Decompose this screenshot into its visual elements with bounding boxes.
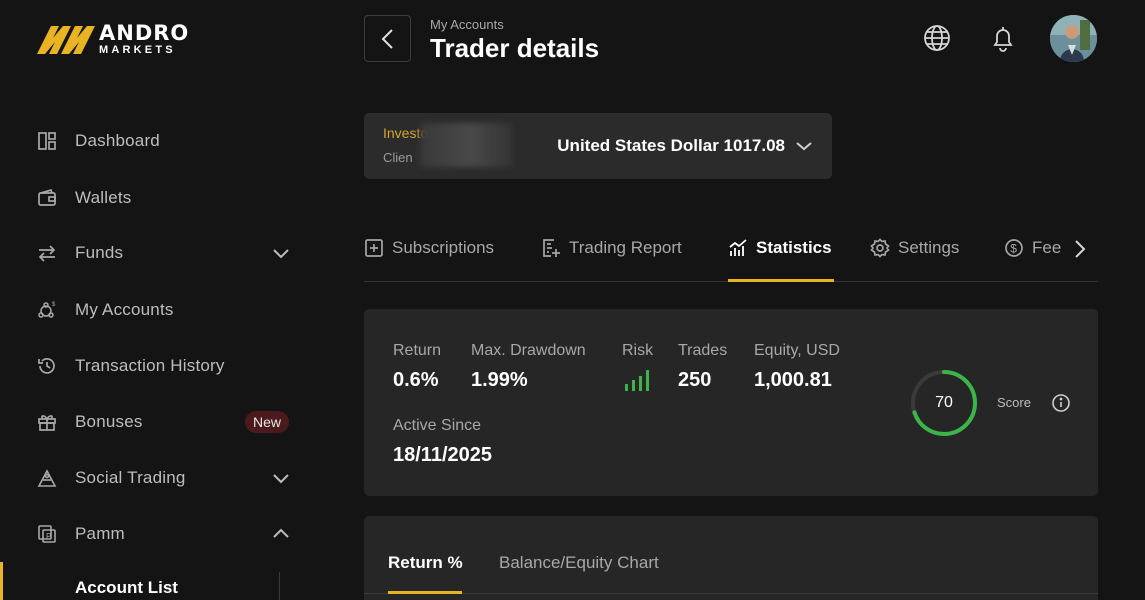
sidebar-item-label: Bonuses — [75, 412, 143, 431]
wallet-icon — [36, 187, 58, 209]
statistics-card: Return 0.6% Max. Drawdown 1.99% Risk Tra… — [364, 309, 1098, 496]
tab-settings[interactable]: Settings — [870, 232, 959, 282]
sidebar-item-label: Social Trading — [75, 468, 186, 487]
notifications-button[interactable] — [988, 23, 1018, 53]
dollar-circle-icon: $ — [1005, 239, 1023, 257]
gift-icon — [36, 411, 58, 433]
tab-trading-report[interactable]: Trading Report — [541, 232, 682, 282]
report-icon — [543, 239, 560, 257]
sidebar-item-bonuses[interactable]: Bonuses New — [36, 407, 296, 437]
account-balance: United States Dollar 1017.08 — [557, 136, 785, 155]
active-chart-tab-indicator — [388, 591, 462, 594]
tab-label: Fee — [1032, 238, 1062, 257]
tab-subscriptions[interactable]: Subscriptions — [364, 232, 494, 282]
account-client-id: Clien — [383, 150, 413, 165]
chart-card: Return % Balance/Equity Chart — [364, 516, 1098, 600]
tab-label: Statistics — [756, 238, 832, 257]
sidebar-item-label: Transaction History — [75, 356, 225, 375]
pamm-icon: P — [36, 523, 58, 545]
accounts-icon: $ — [36, 299, 58, 321]
tab-balance-equity-chart[interactable]: Balance/Equity Chart — [499, 553, 659, 572]
sidebar-item-wallets[interactable]: Wallets — [36, 183, 296, 213]
new-badge: New — [244, 411, 289, 433]
tab-fee[interactable]: $ Fee — [1004, 232, 1061, 282]
bar-chart-icon — [729, 239, 747, 256]
avatar-photo — [1050, 15, 1097, 62]
return-label: Return — [393, 342, 442, 359]
info-icon[interactable] — [1051, 393, 1071, 413]
active-tab-indicator — [728, 279, 834, 282]
sidebar-subitem-account-list[interactable]: Account List — [75, 578, 178, 597]
trades-value: 250 — [678, 369, 712, 391]
bell-icon — [993, 27, 1013, 52]
score-value: 70 — [935, 394, 953, 411]
avatar[interactable] — [1050, 15, 1097, 62]
history-icon — [36, 355, 58, 377]
sidebar: ANDRO MARKETS Dashboard Wallets Funds $ … — [0, 0, 320, 600]
redacted-info — [420, 123, 512, 167]
back-button[interactable] — [364, 15, 411, 62]
sidebar-item-label: Wallets — [75, 188, 132, 207]
brand-logo[interactable]: ANDRO MARKETS — [37, 22, 189, 56]
tab-statistics[interactable]: Statistics — [728, 232, 832, 282]
sidebar-item-funds[interactable]: Funds — [36, 238, 296, 268]
sidebar-item-transaction-history[interactable]: Transaction History — [36, 351, 296, 381]
page-title: Trader details — [430, 33, 600, 63]
sidebar-item-pamm[interactable]: P Pamm — [36, 519, 296, 549]
submenu-divider — [279, 572, 280, 600]
tab-label: Trading Report — [569, 238, 682, 257]
chevron-down-icon — [796, 142, 812, 151]
chevron-down-icon[interactable] — [272, 244, 290, 262]
equity-value: 1,000.81 — [754, 369, 832, 391]
drawdown-label: Max. Drawdown — [471, 342, 586, 359]
globe-icon — [924, 25, 950, 51]
svg-text:$: $ — [1010, 242, 1017, 256]
trades-label: Trades — [678, 342, 728, 359]
sidebar-item-label: Funds — [75, 243, 124, 262]
active-indicator — [0, 562, 3, 600]
back-arrow-icon — [381, 28, 393, 49]
svg-text:$: $ — [52, 302, 56, 308]
tab-return-percent[interactable]: Return % — [388, 553, 463, 572]
language-button[interactable] — [922, 23, 952, 53]
chevron-right-icon[interactable] — [1070, 237, 1090, 261]
risk-level-indicator — [625, 370, 649, 391]
score-label: Score — [997, 395, 1031, 410]
detail-tabs: Subscriptions Trading Report Statistics … — [364, 232, 1098, 282]
dashboard-icon — [36, 130, 58, 152]
risk-label: Risk — [622, 342, 654, 359]
tab-label: Subscriptions — [392, 238, 495, 257]
tab-label: Settings — [898, 238, 960, 257]
logo-name-bottom: MARKETS — [99, 43, 176, 56]
chevron-up-icon[interactable] — [272, 525, 290, 543]
chart-tabs-divider — [364, 593, 1098, 594]
sidebar-item-social-trading[interactable]: Social Trading — [36, 463, 296, 493]
active-since-label: Active Since — [393, 417, 482, 434]
breadcrumb[interactable]: My Accounts — [430, 17, 504, 32]
account-type: Investo — [383, 125, 429, 141]
equity-label: Equity, USD — [754, 342, 840, 359]
logo-mark-icon — [37, 26, 95, 54]
sidebar-item-dashboard[interactable]: Dashboard — [36, 126, 296, 156]
score-gauge — [911, 370, 977, 436]
drawdown-value: 1.99% — [471, 369, 528, 391]
sidebar-item-label: Pamm — [75, 524, 125, 543]
account-selector[interactable]: Investo Clien United States Dollar 1017.… — [364, 113, 832, 179]
sidebar-item-label: My Accounts — [75, 300, 174, 319]
return-value: 0.6% — [393, 369, 439, 391]
sidebar-item-label: Dashboard — [75, 131, 160, 150]
swap-arrows-icon — [36, 242, 58, 264]
svg-text:P: P — [46, 532, 51, 541]
chevron-down-icon[interactable] — [272, 469, 290, 487]
logo-name-top: ANDRO — [99, 20, 190, 45]
plus-square-icon — [365, 239, 383, 257]
gear-icon — [870, 238, 890, 258]
sidebar-item-my-accounts[interactable]: $ My Accounts — [36, 295, 296, 325]
active-since-value: 18/11/2025 — [393, 444, 492, 466]
social-trading-icon — [36, 467, 58, 489]
